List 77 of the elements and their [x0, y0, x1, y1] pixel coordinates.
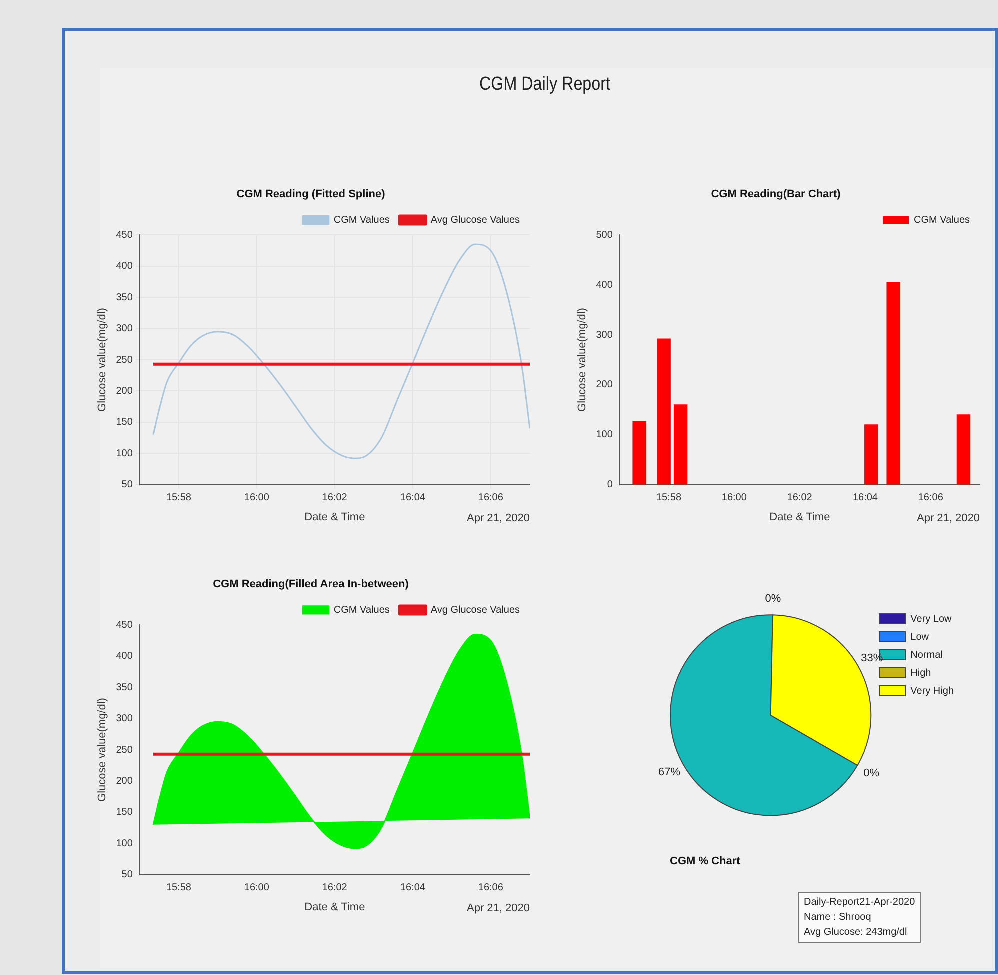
- text: Name : Shrooq: [804, 911, 872, 925]
- legend-label: Very Low: [910, 614, 953, 625]
- legend-label: Low: [910, 632, 930, 643]
- x-tick-label: 15:58: [166, 882, 192, 894]
- bar: [956, 414, 971, 485]
- bar: [657, 338, 671, 485]
- y-tick-label: 400: [596, 280, 614, 291]
- y-tick-label: 450: [116, 620, 134, 631]
- line-series: [152, 244, 530, 460]
- y-axis-title: Glucose value(mg/dl): [96, 308, 109, 412]
- text: Apr 21, 2020: [917, 512, 980, 525]
- y-tick-label: 100: [116, 838, 134, 850]
- y-tick-label: 500: [596, 230, 614, 241]
- y-tick-label: 350: [116, 682, 134, 694]
- legend-label: CGM Values: [914, 214, 970, 226]
- legend-label: CGM Values: [334, 214, 390, 226]
- x-axis-title: Date & Time: [770, 511, 830, 524]
- y-axis-title: Glucose value(mg/dl): [576, 308, 589, 412]
- text: Avg Glucose: 243mg/dl: [804, 926, 908, 940]
- legend-label: Very High: [910, 686, 954, 697]
- y-tick-label: 300: [596, 330, 614, 341]
- x-tick-label: 16:06: [478, 882, 504, 894]
- x-tick-label: 15:58: [166, 492, 192, 504]
- y-tick-label: 200: [116, 386, 134, 397]
- x-tick-label: 16:02: [322, 882, 348, 894]
- text: CGM % Chart: [670, 855, 741, 868]
- bar: [864, 424, 878, 485]
- data-label: 67%: [658, 766, 681, 779]
- y-tick-label: 250: [116, 744, 134, 756]
- y-tick-label: 250: [116, 354, 134, 366]
- y-tick-label: 350: [116, 292, 134, 304]
- data-label: 33%: [861, 652, 884, 664]
- text: Apr 21, 2020: [467, 902, 530, 915]
- y-tick-label: 200: [596, 380, 614, 391]
- text: Daily-Report21-Apr-2020: [804, 896, 916, 910]
- legend-label: High: [910, 668, 932, 679]
- legend-label: Normal: [910, 650, 943, 661]
- x-axis-title: Date & Time: [304, 511, 366, 524]
- bar: [632, 421, 646, 485]
- legend-label: Avg Glucose Values: [430, 604, 520, 616]
- y-tick-label: 400: [116, 261, 134, 272]
- x-tick-label: 15:58: [656, 492, 682, 504]
- y-tick-label: 150: [116, 807, 134, 818]
- chart-title: CGM Reading (Fitted Spline): [236, 188, 386, 201]
- y-tick-label: 100: [116, 448, 134, 460]
- text: 0%: [864, 768, 880, 780]
- y-tick-label: 0: [607, 480, 614, 491]
- legend-label: Avg Glucose Values: [430, 214, 520, 226]
- x-tick-label: 16:02: [322, 492, 348, 504]
- y-axis-title: Glucose value(mg/dl): [96, 698, 109, 802]
- y-tick-label: 200: [116, 776, 134, 787]
- y-tick-label: 400: [116, 651, 134, 662]
- text: 0%: [765, 593, 782, 606]
- x-tick-label: 16:06: [478, 492, 504, 504]
- y-tick-label: 100: [596, 430, 614, 441]
- bar: [674, 404, 688, 485]
- text: Apr 21, 2020: [467, 512, 530, 525]
- chart-title: CGM Reading(Filled Area In-between): [213, 578, 410, 591]
- x-axis-title: Date & Time: [304, 901, 366, 914]
- y-tick-label: 150: [116, 417, 134, 428]
- x-tick-label: 16:04: [400, 882, 426, 894]
- legend-label: CGM Values: [334, 604, 390, 616]
- x-tick-label: 16:00: [244, 882, 270, 894]
- y-tick-label: 300: [116, 324, 134, 335]
- text: CGM Daily Report: [478, 74, 612, 96]
- x-tick-label: 16:04: [400, 492, 426, 504]
- y-tick-label: 300: [116, 714, 134, 725]
- chart-title: CGM Reading(Bar Chart): [711, 188, 842, 201]
- x-tick-label: 16:06: [918, 492, 944, 504]
- x-tick-label: 16:00: [244, 492, 270, 504]
- bar: [886, 282, 900, 485]
- y-tick-label: 50: [122, 480, 134, 491]
- y-tick-label: 450: [116, 230, 134, 241]
- x-tick-label: 16:02: [787, 492, 813, 504]
- x-tick-label: 16:00: [722, 492, 748, 504]
- y-tick-label: 50: [122, 870, 134, 881]
- x-tick-label: 16:04: [852, 492, 878, 504]
